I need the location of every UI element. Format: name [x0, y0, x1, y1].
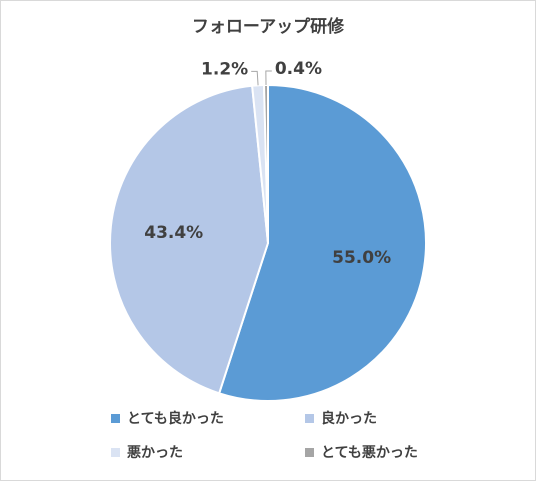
- data-label-good: 43.4%: [144, 223, 203, 243]
- leader-line: [265, 70, 272, 86]
- leader-line: [251, 70, 259, 86]
- data-label-bad: 1.2%: [201, 59, 248, 79]
- slice-good: [109, 84, 270, 395]
- data-label-very-good: 55.0%: [332, 248, 391, 268]
- slice-very-good: [217, 83, 427, 402]
- data-label-very-bad: 0.4%: [275, 59, 322, 79]
- chart-title: フォローアップ研修: [191, 17, 345, 37]
